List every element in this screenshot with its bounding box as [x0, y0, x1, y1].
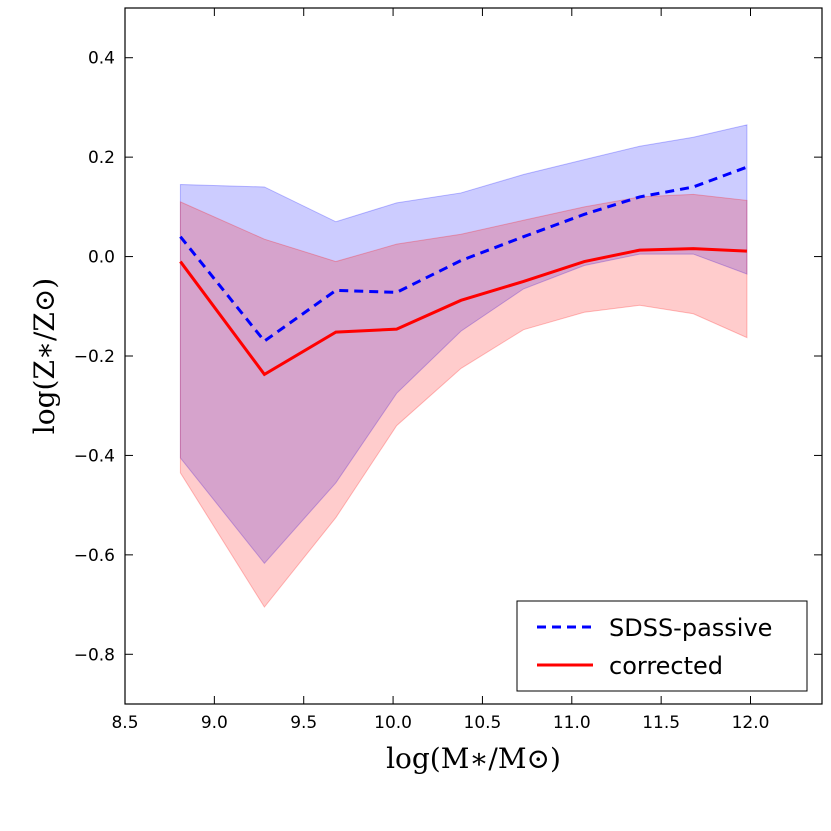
x-tick-label: 10.0 [374, 713, 412, 733]
x-tick-label: 8.5 [111, 713, 138, 733]
y-axis-title: log(Z∗/Z⊙) [28, 278, 61, 434]
band-sdss-passive [179, 124, 748, 565]
y-tick-label: −0.4 [74, 446, 115, 466]
confidence-bands [179, 124, 748, 608]
y-axis-ticks: −0.8 −0.6 −0.4 −0.2 0.0 0.2 0.4 [74, 49, 822, 665]
x-tick-label: 11.0 [553, 713, 591, 733]
x-tick-label: 12.0 [732, 713, 770, 733]
legend-label-sdss-passive: SDSS-passive [609, 614, 772, 642]
y-tick-label: 0.2 [88, 148, 115, 168]
legend-box [516, 600, 808, 692]
y-tick-label: 0.4 [88, 49, 115, 69]
x-tick-label: 11.5 [642, 713, 680, 733]
y-tick-label: −0.6 [74, 546, 115, 566]
x-axis-ticks: 8.5 9.0 9.5 10.0 10.5 11.0 11.5 12.0 [111, 8, 769, 733]
x-axis-title: log(M∗/M⊙) [386, 742, 561, 775]
x-tick-label: 9.0 [201, 713, 228, 733]
legend-label-corrected: corrected [609, 652, 723, 680]
line-sdss-passive [179, 165, 748, 344]
x-tick-label: 10.5 [464, 713, 502, 733]
y-tick-label: −0.2 [74, 347, 115, 367]
line-corrected [179, 247, 748, 377]
x-tick-label: 9.5 [290, 713, 317, 733]
legend: SDSS-passive corrected [516, 600, 808, 692]
y-tick-label: 0.0 [88, 248, 115, 268]
series-lines [179, 165, 748, 377]
y-tick-label: −0.8 [74, 645, 115, 665]
band-corrected [179, 193, 748, 608]
